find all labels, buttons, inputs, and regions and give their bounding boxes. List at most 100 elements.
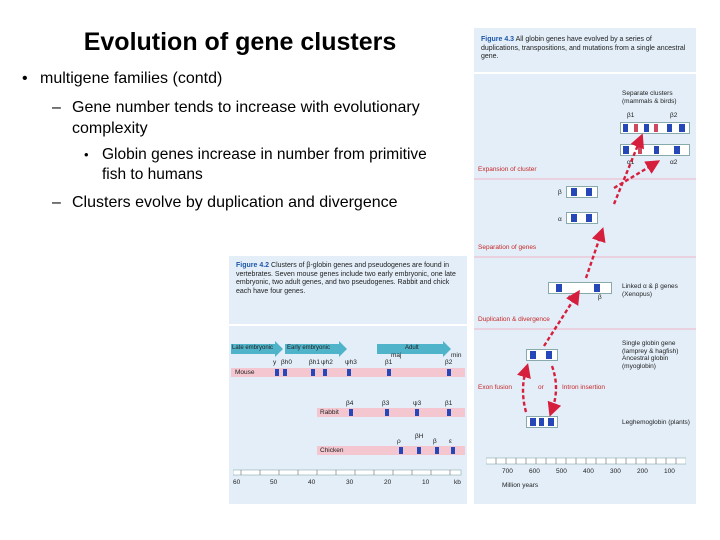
gene-mark [447,369,451,376]
label-min: min [451,352,462,359]
gene-mark [399,447,403,454]
separator-band [474,178,696,180]
chicken-gene-label: β [433,438,437,445]
caption-divider [229,324,467,326]
time-axis-bar [486,457,686,465]
gene-mark [435,447,439,454]
gene-mark [623,124,628,132]
figure-caption: Figure 4.3 All globin genes have evolved… [481,36,691,62]
evolution-arrows [517,133,661,417]
bullet-text: multigene families (contd) [40,70,223,87]
gene-mark [387,369,391,376]
caption-text: Clusters of β-globin genes and pseudogen… [236,262,456,295]
figure-4-3: Figure 4.3 All globin genes have evolved… [474,28,696,504]
rabbit-gene-label: β3 [382,400,390,407]
figure-label: Figure 4.2 [236,262,270,269]
label-duplication-divergence: Duplication & divergence [478,316,550,323]
label-beta2: β2 [670,112,678,119]
time-axis-label: Million years [502,482,539,489]
gene-mark [415,409,419,416]
gene-mark [323,369,327,376]
tick-label: 40 [308,479,316,486]
stage-arrows [231,341,451,357]
rabbit-gene-label: β1 [445,400,453,407]
tick-label: 50 [270,479,278,486]
mouse-gene-label: ψh3 [345,359,357,366]
kb-axis-bar [233,469,462,476]
bullet-text: Globin genes increase in number from pri… [102,146,427,183]
gene-mark [539,418,544,426]
gene-mark [654,146,659,154]
label-intron-insertion: Intron insertion [562,384,605,391]
gene-mark [594,284,600,292]
label-early-embryonic: Early embryonic [287,345,331,351]
gene-mark [634,124,638,132]
gene-mark [417,447,421,454]
gene-mark [546,351,552,359]
gene-mark [679,124,685,132]
gene-mark [571,188,577,196]
kb-axis-ticks: 60 50 40 30 20 10 kb [233,479,465,489]
mouse-gene-label: y [273,359,277,366]
label-rabbit: Rabbit [320,409,339,416]
label-or: or [538,384,544,391]
tick-label: 60 [233,479,241,486]
figure-4-2: Figure 4.2 Clusters of β-globin genes an… [229,256,467,504]
gene-mark [556,284,562,292]
label-beta1: β1 [627,112,635,119]
gene-mark [447,409,451,416]
mouse-gene-label: βh0 [281,359,292,366]
rabbit-gene-label: β4 [346,400,354,407]
gene-mark [275,369,279,376]
gene-mark [623,146,629,154]
label-linked: Linked α & β genes (Xenopus) [622,283,678,298]
gene-mark [349,409,353,416]
dash-mark: – [52,99,61,116]
tick-label: 400 [583,468,594,475]
label-alpha: α [558,216,562,223]
caption-divider [474,72,696,74]
tick-label: 600 [529,468,540,475]
label-alpha1: α1 [627,159,635,166]
gene-mark [571,214,577,222]
gene-mark [667,124,672,132]
gene-mark [530,351,536,359]
tick-label: 300 [610,468,621,475]
gene-mark [283,369,287,376]
gene-mark [644,124,649,132]
tick-label: 20 [384,479,392,486]
bullet-level2-a: – Gene number tends to increase with evo… [52,97,432,139]
tick-label: 10 [422,479,430,486]
gene-mark [311,369,315,376]
label-single-gene: Single globin gene (lamprey & hagfish) A… [622,340,679,370]
tick-label: 30 [346,479,354,486]
dash-mark: – [52,194,61,211]
bullet-mark: • [84,147,89,162]
chicken-gene-label: ε [449,438,452,445]
label-expansion: Expansion of cluster [478,166,537,173]
tick-label: 200 [637,468,648,475]
label-separate-clusters: Separate clusters (mammals & birds) [622,90,677,105]
gene-mark [674,146,680,154]
figure-label: Figure 4.3 [481,36,515,43]
chicken-gene-label: βH [415,433,424,440]
label-exon-fusion: Exon fusion [478,384,512,391]
mouse-gene-label: β2 [445,359,453,366]
bullet-level2-b: – Clusters evolve by duplication and div… [52,192,432,213]
tick-label: kb [454,479,461,486]
bullet-mark: • [22,70,28,87]
tick-label: 700 [502,468,513,475]
label-maj: maj [391,352,402,359]
bullet-level3: • Globin genes increase in number from p… [84,145,434,185]
gene-mark [385,409,389,416]
rabbit-row [317,408,465,417]
gene-mark [586,214,592,222]
gene-mark [654,124,658,132]
caption-text: All globin genes have evolved by a serie… [481,36,686,60]
figure-caption: Figure 4.2 Clusters of β-globin genes an… [236,262,462,296]
label-chicken: Chicken [320,447,344,454]
slide-title: Evolution of gene clusters [83,28,397,56]
tick-label: 100 [664,468,675,475]
separator-band [474,256,696,258]
chicken-row [317,446,465,455]
